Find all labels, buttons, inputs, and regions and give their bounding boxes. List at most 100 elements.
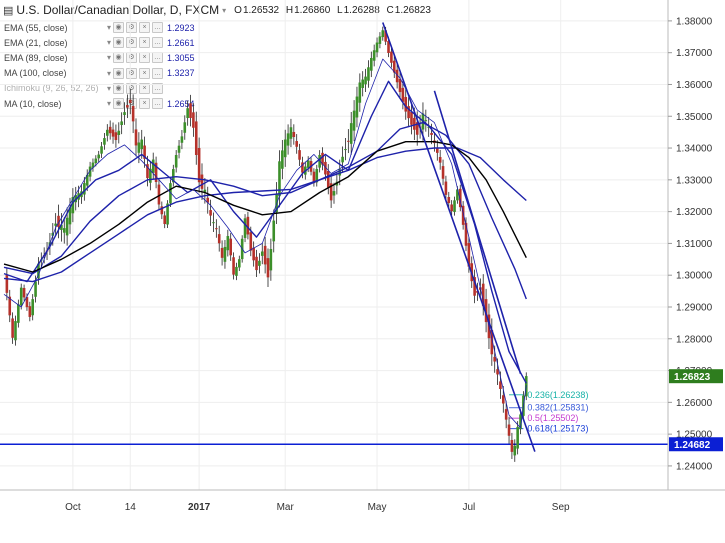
indicator-controls: ◉ ⚙ ×…: [113, 37, 164, 49]
candle-body: [464, 222, 468, 246]
chevron-down-icon[interactable]: ▾: [222, 5, 227, 15]
eye-icon[interactable]: ◉: [113, 67, 125, 79]
indicator-controls: ◉ ⚙ ×…: [113, 82, 164, 94]
candle-body: [436, 147, 439, 153]
candle-body: [177, 145, 181, 153]
chevron-down-icon[interactable]: ▾: [107, 23, 112, 33]
candle-body: [387, 40, 390, 53]
candle-body: [169, 183, 172, 204]
candle-body: [352, 110, 356, 131]
indicator-name[interactable]: MA (10, close): [4, 98, 62, 109]
settings-icon[interactable]: ⚙: [126, 37, 138, 49]
settings-icon[interactable]: ⚙: [126, 22, 138, 34]
indicator-controls: ◉ ⚙ ×…: [113, 98, 164, 110]
trendline[interactable]: [382, 22, 536, 452]
close-icon[interactable]: ×: [139, 67, 151, 79]
eye-icon[interactable]: ◉: [113, 82, 125, 94]
y-tick-label: 1.30000: [676, 271, 713, 282]
y-tick-label: 1.33000: [676, 175, 713, 186]
candle-body: [367, 67, 370, 81]
candle-body: [88, 166, 92, 177]
candle-body: [361, 79, 364, 88]
candle-body: [286, 133, 290, 146]
close-icon[interactable]: ×: [139, 22, 151, 34]
close-icon[interactable]: ×: [139, 37, 151, 49]
candle-body: [137, 142, 141, 153]
candle-body: [97, 154, 100, 159]
candle-body: [238, 259, 241, 268]
candle-body: [263, 245, 267, 265]
indicator-name[interactable]: Ichimoku (9, 26, 52, 26): [4, 83, 99, 94]
indicator-name[interactable]: MA (100, close): [4, 68, 67, 79]
candle-body: [410, 111, 413, 125]
eye-icon[interactable]: ◉: [113, 22, 125, 34]
ohlc-high: 1.26860: [294, 4, 331, 16]
candle-body: [65, 217, 69, 236]
candle-body: [154, 162, 158, 183]
x-tick-label: Sep: [552, 502, 570, 513]
candle-body: [441, 166, 445, 179]
indicator-name[interactable]: EMA (21, close): [4, 37, 68, 48]
candle-body: [209, 210, 212, 216]
chevron-down-icon[interactable]: ▾: [107, 68, 112, 78]
candle-body: [347, 140, 350, 142]
candle-body: [507, 424, 511, 436]
candle-body: [183, 122, 187, 133]
candle-body: [378, 36, 382, 44]
x-tick-label: 14: [125, 502, 137, 513]
ohlc-open: 1.26532: [242, 4, 280, 16]
chevron-down-icon[interactable]: ▾: [107, 53, 112, 63]
eye-icon[interactable]: ◉: [113, 98, 125, 110]
candle-body: [395, 69, 399, 83]
indicator-name[interactable]: EMA (55, close): [4, 22, 68, 33]
ohlc-low: 1.26288: [343, 4, 380, 16]
more-icon[interactable]: …: [152, 37, 164, 49]
fib-level-label: 0.236(1.26238): [527, 390, 588, 400]
candle-body: [146, 164, 149, 179]
candle-body: [510, 439, 514, 452]
indicator-name[interactable]: EMA (89, close): [4, 52, 68, 63]
candle-body: [324, 161, 327, 175]
candle-body: [19, 287, 23, 306]
more-icon[interactable]: …: [152, 82, 164, 94]
symbol-menu-icon[interactable]: ▤: [3, 4, 14, 17]
candle-body: [289, 127, 293, 139]
settings-icon[interactable]: ⚙: [126, 67, 138, 79]
settings-icon[interactable]: ⚙: [126, 98, 138, 110]
y-tick-label: 1.31000: [676, 239, 713, 250]
candle-body: [17, 304, 20, 323]
candle-body: [321, 152, 324, 165]
more-icon[interactable]: …: [152, 22, 164, 34]
y-tick-label: 1.38000: [676, 16, 713, 27]
close-icon[interactable]: ×: [139, 82, 151, 94]
candle-body: [301, 162, 304, 173]
more-icon[interactable]: …: [152, 67, 164, 79]
candle-body: [157, 184, 161, 205]
candle-body: [481, 283, 485, 306]
candle-body: [83, 183, 86, 195]
trendline[interactable]: [433, 90, 522, 374]
candle-body: [94, 158, 98, 164]
candle-body: [398, 78, 402, 93]
moving-average-line: [3, 141, 527, 273]
candle-body: [260, 251, 264, 256]
candle-body: [8, 296, 12, 316]
candle-body: [111, 129, 115, 137]
settings-icon[interactable]: ⚙: [126, 82, 138, 94]
candle-body: [229, 238, 232, 256]
eye-icon[interactable]: ◉: [113, 37, 125, 49]
close-icon[interactable]: ×: [139, 98, 151, 110]
chevron-down-icon[interactable]: ▾: [107, 38, 112, 48]
more-icon[interactable]: …: [152, 98, 164, 110]
candle-body: [172, 169, 175, 183]
candle-body: [493, 356, 496, 362]
candle-body: [14, 321, 17, 341]
candle-body: [415, 122, 419, 135]
chevron-down-icon[interactable]: ▾: [107, 83, 112, 93]
chevron-down-icon[interactable]: ▾: [107, 99, 112, 109]
candle-body: [189, 103, 192, 118]
indicator-list: EMA (55, close) ▾ ◉ ⚙ ×… 1.2923 EMA (21, close…: [0, 20, 420, 111]
candle-body: [215, 228, 218, 230]
candle-body: [131, 106, 135, 122]
